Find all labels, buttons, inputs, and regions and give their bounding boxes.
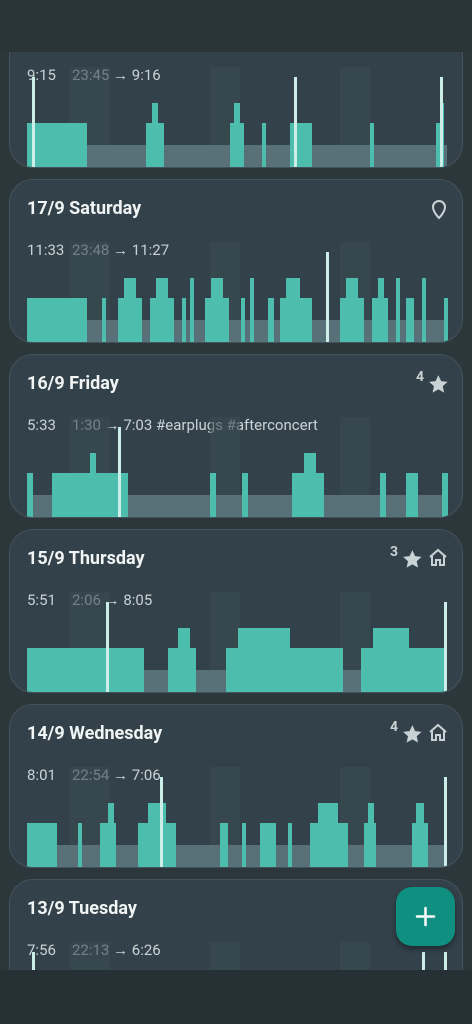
graph-bar: [156, 278, 168, 342]
graph-bar: [211, 278, 223, 342]
graph-awake: [294, 77, 297, 167]
graph-bar: [346, 278, 358, 342]
sleep-graph: [27, 767, 447, 867]
bottom-area: [0, 970, 472, 1024]
plus-icon: [415, 906, 436, 927]
graph-bar: [444, 298, 448, 342]
graph-bar: [422, 278, 426, 342]
graph-bar: [238, 628, 290, 692]
graph-bar: [124, 278, 136, 342]
graph-bar: [178, 628, 190, 692]
graph-bar: [27, 298, 87, 342]
graph-bar: [90, 453, 96, 517]
home-icon: [429, 548, 447, 566]
graph-bar: [268, 298, 274, 342]
graph-shade: [340, 942, 370, 970]
graph-bar: [286, 278, 300, 342]
location-icon: [431, 199, 447, 220]
sleep-card[interactable]: 16/9 Friday 5:33 1:30 → 7:03 #earplugs #af…: [9, 354, 463, 518]
top-bar: [0, 0, 472, 52]
graph-bar: [368, 803, 374, 867]
graph-bar: [416, 803, 424, 867]
sleep-graph: [27, 242, 448, 342]
graph-bar: [27, 823, 57, 867]
graph-bar: [210, 473, 216, 517]
graph-bar: [406, 298, 414, 342]
graph-base: [27, 845, 447, 867]
graph-awake: [444, 602, 447, 692]
graph-bar: [102, 298, 106, 342]
graph-base: [27, 495, 447, 517]
graph-awake: [422, 952, 425, 970]
sleep-graph: [27, 592, 447, 692]
graph-awake: [118, 427, 121, 517]
graph-bar: [182, 298, 186, 342]
graph-bar: [396, 278, 400, 342]
star-icon: [403, 725, 422, 743]
graph-bar: [152, 103, 158, 167]
graph-bar: [242, 823, 246, 867]
graph-bar: [27, 123, 87, 167]
graph-bar: [318, 803, 338, 867]
rating: 4: [416, 369, 425, 385]
card-title: 13/9 Tuesday: [27, 898, 137, 919]
graph-bar: [242, 473, 248, 517]
home-icon: [429, 723, 447, 741]
graph-awake: [444, 952, 447, 970]
graph-bar: [27, 473, 33, 517]
graph-awake: [326, 252, 329, 342]
graph-bar: [380, 473, 386, 517]
graph-bar: [78, 823, 82, 867]
rating: 3: [390, 544, 399, 560]
graph-bar: [288, 823, 292, 867]
sleep-duration: 5:33: [27, 416, 56, 434]
graph-bar: [260, 823, 276, 867]
graph-awake: [32, 77, 35, 167]
graph-bar: [148, 803, 166, 867]
sleep-list: 9:15 23:45 → 9:16 17/9 Saturday 11:33 23:48 …: [9, 4, 463, 970]
sleep-graph: [27, 417, 448, 517]
sleep-graph: [32, 942, 447, 970]
sleep-graph: [27, 67, 447, 167]
star-icon: [403, 550, 422, 568]
graph-bar: [250, 278, 254, 342]
graph-bar: [370, 123, 374, 167]
graph-bar: [290, 123, 312, 167]
graph-awake: [106, 602, 109, 692]
card-title: 16/9 Friday: [27, 373, 119, 394]
graph-bar: [378, 278, 384, 342]
sleep-card[interactable]: 15/9 Thursday 5:51 2:06 → 8:05 3: [9, 529, 463, 693]
graph-bar: [27, 648, 144, 692]
sleep-card[interactable]: 17/9 Saturday 11:33 23:48 → 11:27: [9, 179, 463, 343]
add-button[interactable]: [396, 887, 455, 946]
graph-awake: [32, 952, 35, 970]
graph-bar: [190, 278, 194, 342]
sleep-duration: 8:01: [27, 766, 56, 784]
graph-bar: [406, 473, 418, 517]
rating: 4: [390, 719, 399, 735]
graph-awake: [160, 777, 163, 867]
graph-bar: [262, 123, 266, 167]
graph-bar: [108, 803, 114, 867]
sleep-time: 1:30 → 7:03 #earplugs #afterconcert: [72, 416, 318, 434]
sleep-duration: 5:51: [27, 591, 56, 609]
card-title: 17/9 Saturday: [27, 198, 142, 219]
card-title: 15/9 Thursday: [27, 548, 145, 569]
star-icon: [429, 375, 448, 393]
graph-bar: [220, 823, 228, 867]
card-title: 14/9 Wednesday: [27, 723, 163, 744]
sleep-duration: 11:33: [27, 241, 65, 259]
graph-shade: [210, 942, 240, 970]
sleep-card[interactable]: 14/9 Wednesday 8:01 22:54 → 7:06 4: [9, 704, 463, 868]
graph-awake: [440, 77, 443, 167]
graph-bar: [442, 473, 448, 517]
graph-shade: [70, 942, 110, 970]
graph-bar: [234, 103, 240, 167]
graph-bar: [373, 628, 409, 692]
graph-bar: [241, 298, 245, 342]
graph-bar: [304, 453, 316, 517]
graph-awake: [444, 777, 447, 867]
